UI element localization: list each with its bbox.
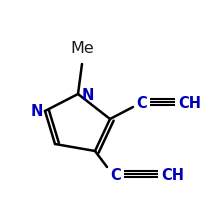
Text: Me: Me xyxy=(70,40,94,55)
Text: CH: CH xyxy=(161,167,184,182)
Text: C: C xyxy=(111,167,121,182)
Text: C: C xyxy=(137,95,147,110)
Text: CH: CH xyxy=(178,95,201,110)
Text: N: N xyxy=(31,104,43,119)
Text: N: N xyxy=(82,87,94,102)
